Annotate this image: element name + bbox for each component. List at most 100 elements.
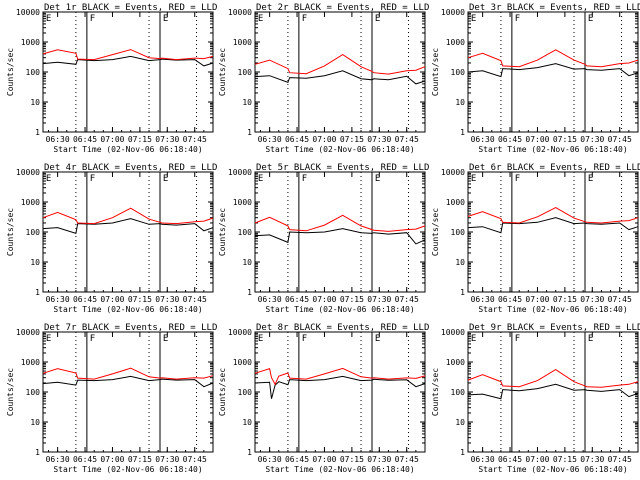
y-tick-label: 10: [455, 258, 465, 267]
region-label: F: [515, 334, 520, 344]
x-tick-label: 07:45: [608, 295, 632, 304]
x-tick-label: 06:30: [46, 295, 70, 304]
y-tick-label: 1: [247, 288, 252, 297]
region-label: E: [375, 334, 380, 344]
x-tick-label: 06:30: [258, 455, 282, 464]
x-axis-label: Start Time (02-Nov-06 06:18:40): [265, 145, 414, 154]
region-label: E: [471, 334, 476, 344]
x-tick-label: 06:45: [73, 135, 97, 144]
panel-title: Det 4r BLACK = Events, RED = LLD: [44, 163, 217, 173]
y-tick-label: 100: [26, 228, 41, 237]
x-tick-label: 07:00: [312, 295, 336, 304]
region-label: E: [375, 14, 380, 24]
series-line-events: [42, 55, 214, 67]
region-label: E: [588, 14, 593, 24]
panel-title: Det 5r BLACK = Events, RED = LLD: [256, 163, 429, 173]
x-tick-label: 06:45: [498, 295, 522, 304]
region-label: F: [302, 334, 307, 344]
y-tick-label: 100: [238, 68, 253, 77]
y-axis-label: Counts/sec: [6, 48, 15, 96]
region-label: E: [471, 174, 476, 184]
series-line-lld: [254, 214, 426, 232]
y-tick-label: 100: [451, 388, 466, 397]
y-tick-label: 10: [30, 98, 40, 107]
panel-7: Det 7r BLACK = Events, RED = LLD 1 10 100 10…: [6, 323, 217, 474]
series-line-lld: [467, 369, 639, 388]
x-tick-label: 07:30: [155, 135, 179, 144]
x-tick-label: 07:45: [395, 135, 419, 144]
y-tick-label: 1: [247, 448, 252, 457]
y-tick-label: 100: [238, 388, 253, 397]
y-axis-label: Counts/sec: [431, 48, 440, 96]
region-label: E: [258, 334, 263, 344]
panel-6: Det 6r BLACK = Events, RED = LLD 1 10 100 10…: [431, 163, 640, 314]
y-tick-label: 10000: [441, 328, 465, 337]
region-label: E: [163, 174, 168, 184]
series-line-lld: [467, 207, 639, 224]
y-tick-label: 1: [35, 288, 40, 297]
x-tick-label: 07:30: [580, 135, 604, 144]
plot-frame: [42, 11, 214, 133]
panel-9: Det 9r BLACK = Events, RED = LLD 1 10 100 10…: [431, 323, 640, 474]
series-line-lld: [42, 367, 214, 380]
y-tick-label: 1000: [446, 198, 465, 207]
y-axis-label: Counts/sec: [431, 208, 440, 256]
x-tick-label: 07:45: [183, 295, 207, 304]
x-tick-label: 06:45: [73, 295, 97, 304]
y-tick-label: 100: [238, 228, 253, 237]
y-tick-label: 1: [247, 128, 252, 137]
x-axis-label: Start Time (02-Nov-06 06:18:40): [265, 465, 414, 474]
y-tick-label: 10000: [228, 168, 252, 177]
x-tick-label: 06:30: [258, 135, 282, 144]
region-label: E: [258, 14, 263, 24]
x-tick-label: 06:30: [46, 455, 70, 464]
x-tick-label: 07:15: [553, 295, 577, 304]
x-tick-label: 07:45: [608, 455, 632, 464]
region-label: F: [515, 174, 520, 184]
x-tick-label: 07:00: [100, 135, 124, 144]
panel-title: Det 1r BLACK = Events, RED = LLD: [44, 3, 217, 13]
y-tick-label: 10000: [16, 328, 40, 337]
y-tick-label: 100: [451, 68, 466, 77]
series-line-lld: [467, 49, 639, 68]
plot-frame: [254, 331, 426, 453]
region-label: F: [302, 14, 307, 24]
plot-frame: [467, 171, 639, 293]
y-tick-label: 100: [451, 228, 466, 237]
region-label: E: [46, 174, 51, 184]
y-tick-label: 1: [35, 128, 40, 137]
y-tick-label: 1: [460, 128, 465, 137]
y-tick-label: 10: [242, 98, 252, 107]
region-label: F: [90, 334, 95, 344]
x-axis-label: Start Time (02-Nov-06 06:18:40): [53, 145, 202, 154]
x-axis-label: Start Time (02-Nov-06 06:18:40): [53, 305, 202, 314]
panel-title: Det 3r BLACK = Events, RED = LLD: [469, 3, 640, 13]
panel-4: Det 4r BLACK = Events, RED = LLD 1 10 100 10…: [6, 163, 217, 314]
y-tick-label: 1000: [21, 198, 40, 207]
region-label: F: [90, 174, 95, 184]
region-label: F: [302, 174, 307, 184]
x-tick-label: 07:00: [100, 295, 124, 304]
x-tick-label: 07:00: [100, 455, 124, 464]
x-tick-label: 06:30: [258, 295, 282, 304]
panel-5: Det 5r BLACK = Events, RED = LLD 1 10 100 10…: [218, 163, 429, 314]
panel-title: Det 6r BLACK = Events, RED = LLD: [469, 163, 640, 173]
x-tick-label: 07:15: [128, 135, 152, 144]
x-tick-label: 07:30: [367, 295, 391, 304]
y-tick-label: 1: [35, 448, 40, 457]
y-axis-label: Counts/sec: [218, 48, 227, 96]
x-tick-label: 07:45: [183, 135, 207, 144]
y-axis-label: Counts/sec: [218, 368, 227, 416]
y-tick-label: 10000: [441, 8, 465, 17]
x-tick-label: 07:00: [312, 135, 336, 144]
y-tick-label: 1000: [21, 358, 40, 367]
y-tick-label: 10000: [441, 168, 465, 177]
x-tick-label: 06:30: [471, 135, 495, 144]
y-tick-label: 1000: [233, 198, 252, 207]
x-tick-label: 06:45: [285, 455, 309, 464]
x-tick-label: 07:15: [340, 295, 364, 304]
x-tick-label: 07:45: [395, 295, 419, 304]
x-tick-label: 07:30: [580, 295, 604, 304]
series-line-events: [467, 217, 639, 234]
